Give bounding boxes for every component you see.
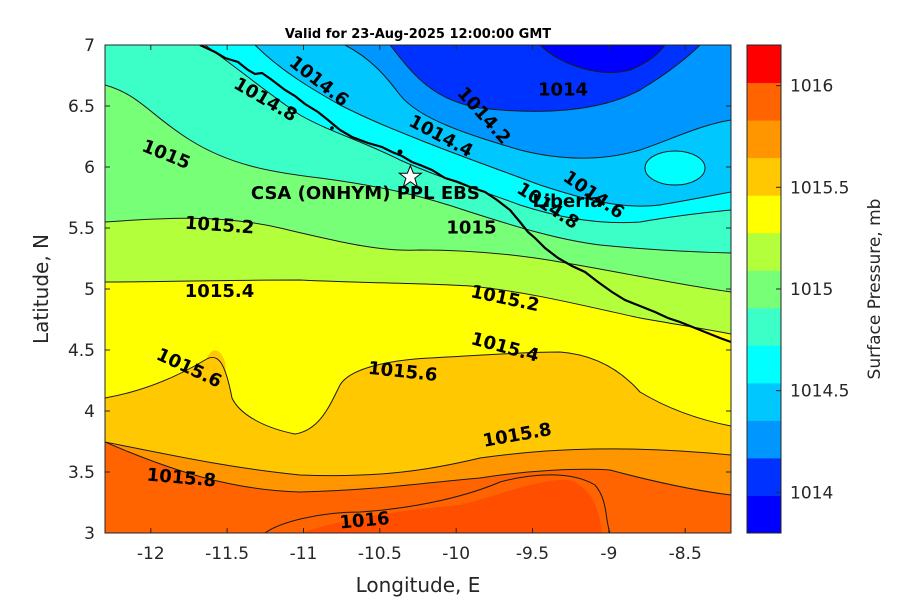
x-tick-label: -10.5	[358, 544, 402, 564]
coastline	[199, 45, 731, 344]
colorbar-swatch	[747, 120, 781, 159]
colorbar-ticks: 1014 1014.5 1015 1015.5 1016	[776, 77, 849, 503]
colorbar-swatch	[747, 157, 781, 196]
band-1016-2	[300, 479, 602, 533]
y-tick-label: 7	[84, 36, 95, 56]
x-tick-label: -11	[290, 544, 318, 564]
contour-label: 1015	[446, 218, 496, 239]
colorbar-swatch	[747, 495, 781, 534]
x-axis-label: Longitude, E	[356, 573, 481, 597]
x-tick-label: -10	[442, 544, 470, 564]
colorbar-swatch	[747, 307, 781, 346]
colorbar-tick-label: 1014.5	[790, 382, 849, 402]
y-tick-label: 3.5	[68, 463, 95, 483]
colorbar-tick-label: 1015.5	[790, 178, 849, 198]
y-tick-label: 5	[84, 280, 95, 300]
x-tick-label: -8.5	[669, 544, 702, 564]
y-axis-ticks: 3 3.5 4 4.5 5 5.5 6 6.5 7	[68, 36, 731, 544]
colorbar-swatch	[747, 82, 781, 121]
y-tick-label: 6	[84, 158, 95, 178]
contour-label: 1015.2	[184, 213, 255, 239]
site-star-icon[interactable]	[397, 164, 423, 189]
x-tick-label: -9.5	[516, 544, 549, 564]
contour-label: 1015.4	[185, 281, 254, 302]
colorbar-swatch	[747, 232, 781, 271]
contour-label: 1016	[339, 508, 391, 533]
y-tick-label: 4	[84, 402, 95, 422]
figure-title: Valid for 23-Aug-2025 12:00:00 GMT	[285, 27, 551, 42]
x-axis-ticks: -12 -11.5 -11 -10.5 -10 -9.5 -9 -8.5	[137, 45, 702, 564]
y-tick-label: 6.5	[68, 97, 95, 117]
colorbar-swatch	[747, 270, 781, 309]
colorbar-tick-label: 1014	[790, 483, 833, 503]
contour-label: 1014	[538, 80, 588, 101]
site-marker[interactable]: CSA (ONHYM) PPL EBS	[251, 164, 480, 204]
y-axis-label: Latitude, N	[29, 234, 53, 344]
filled-contours	[105, 45, 731, 533]
colorbar-swatch	[747, 457, 781, 496]
coast-dot	[330, 126, 334, 130]
site-label: CSA (ONHYM) PPL EBS	[251, 183, 480, 204]
x-tick-label: -12	[137, 544, 165, 564]
y-tick-label: 5.5	[68, 219, 95, 239]
y-tick-label: 3	[84, 524, 95, 544]
colorbar-tick-label: 1016	[790, 77, 833, 97]
high-pressure-cell	[645, 151, 705, 185]
country-label: Liberia	[533, 191, 603, 212]
island-dot	[397, 149, 403, 155]
colorbar-swatch	[747, 345, 781, 384]
colorbar-swatch	[747, 195, 781, 234]
colorbar-swatch	[747, 420, 781, 459]
contour-lines	[105, 45, 731, 533]
colorbar-swatch	[747, 382, 781, 421]
x-tick-label: -9	[600, 544, 617, 564]
band-1013-8	[540, 45, 665, 73]
colorbar: 1014 1014.5 1015 1015.5 1016 Surface Pressur…	[746, 44, 885, 534]
x-tick-label: -11.5	[205, 544, 249, 564]
colorbar-swatches	[747, 45, 781, 534]
colorbar-tick-label: 1015	[790, 280, 833, 300]
colorbar-swatch	[747, 45, 781, 84]
colorbar-label: Surface Pressure, mb	[865, 199, 885, 380]
y-tick-label: 4.5	[68, 341, 95, 361]
